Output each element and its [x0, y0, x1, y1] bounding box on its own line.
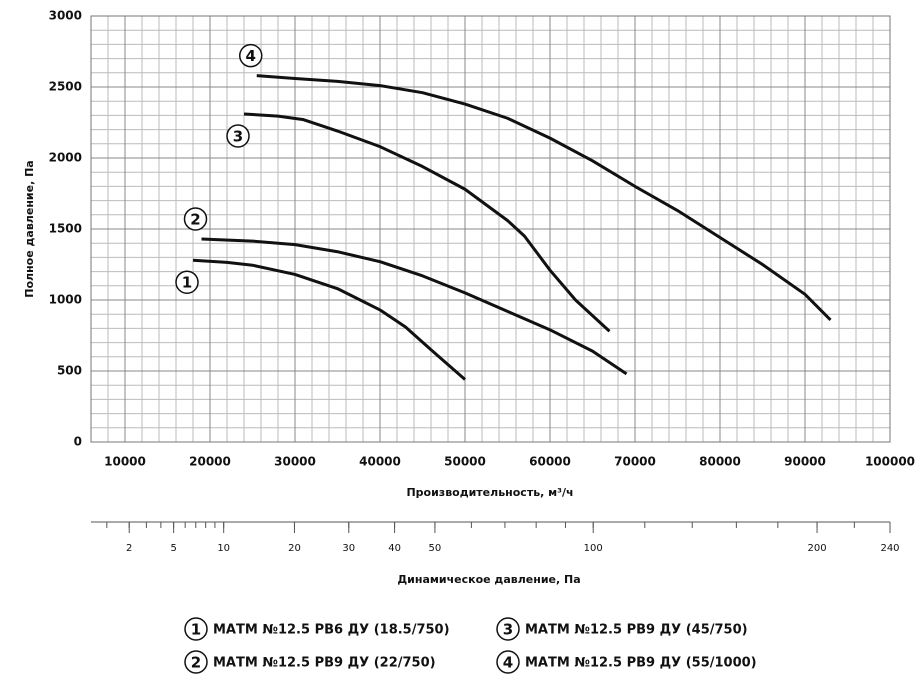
curve-marker: 2 [190, 210, 200, 228]
y-tick-label: 0 [74, 435, 82, 449]
legend-marker: 4 [503, 654, 513, 672]
x-tick-label: 10000 [104, 455, 146, 469]
y-tick-label: 500 [57, 364, 82, 378]
secondary-axis-label: Динамическое давление, Па [397, 573, 580, 586]
legend-label: МАТМ №12.5 РВ9 ДУ (45/750) [525, 623, 748, 638]
x-tick-label: 100000 [865, 455, 915, 469]
curve-marker-circle [226, 124, 250, 148]
secondary-tick-label: 20 [288, 543, 301, 554]
series-line [256, 74, 832, 321]
curve-marker-circle [183, 207, 208, 231]
x-axis-label: Производительность, м³/ч [406, 486, 573, 499]
y-tick-label: 1000 [49, 293, 82, 307]
secondary-tick-label: 10 [217, 543, 230, 554]
curve-marker: 3 [233, 127, 243, 145]
x-tick-label: 40000 [359, 455, 401, 469]
legend-label: МАТМ №12.5 РВ9 ДУ (55/1000) [525, 656, 757, 671]
x-tick-label: 80000 [699, 455, 741, 469]
series-line [201, 237, 628, 376]
curve-marker: 4 [246, 47, 256, 65]
legend-marker-circle [184, 617, 208, 641]
legend-marker-circle [496, 650, 520, 674]
secondary-tick-label: 50 [429, 543, 442, 554]
y-tick-label: 2500 [49, 80, 82, 94]
series-line [192, 258, 466, 381]
plot-frame [90, 15, 891, 443]
legend-label: МАТМ №12.5 РВ6 ДУ (18.5/750) [213, 623, 450, 638]
x-tick-label: 30000 [274, 455, 316, 469]
secondary-tick-label: 2 [126, 543, 132, 554]
x-tick-label: 90000 [784, 455, 826, 469]
legend-marker: 2 [191, 654, 201, 672]
secondary-tick-label: 200 [808, 543, 827, 554]
secondary-tick-label: 5 [170, 543, 176, 554]
legend-marker: 1 [191, 621, 201, 639]
x-tick-label: 20000 [189, 455, 231, 469]
y-tick-label: 2000 [49, 151, 82, 165]
secondary-tick-label: 30 [342, 543, 355, 554]
secondary-tick-label: 240 [880, 543, 899, 554]
y-axis-label: Полное давление, Па [23, 160, 36, 297]
x-tick-label: 70000 [614, 455, 656, 469]
legend-marker-circle [496, 617, 520, 641]
y-tick-label: 1500 [49, 222, 82, 236]
legend-marker-circle [184, 650, 208, 674]
x-tick-label: 50000 [444, 455, 486, 469]
legend-marker: 3 [503, 621, 513, 639]
series-line [243, 112, 611, 333]
curve-marker: 1 [182, 274, 192, 292]
legend-label: МАТМ №12.5 РВ9 ДУ (22/750) [213, 656, 436, 671]
secondary-tick-label: 40 [388, 543, 401, 554]
x-tick-label: 60000 [529, 455, 571, 469]
secondary-tick-label: 100 [584, 543, 603, 554]
curve-marker-circle [239, 43, 263, 68]
y-tick-label: 3000 [49, 9, 82, 23]
curve-marker-circle [175, 270, 199, 294]
